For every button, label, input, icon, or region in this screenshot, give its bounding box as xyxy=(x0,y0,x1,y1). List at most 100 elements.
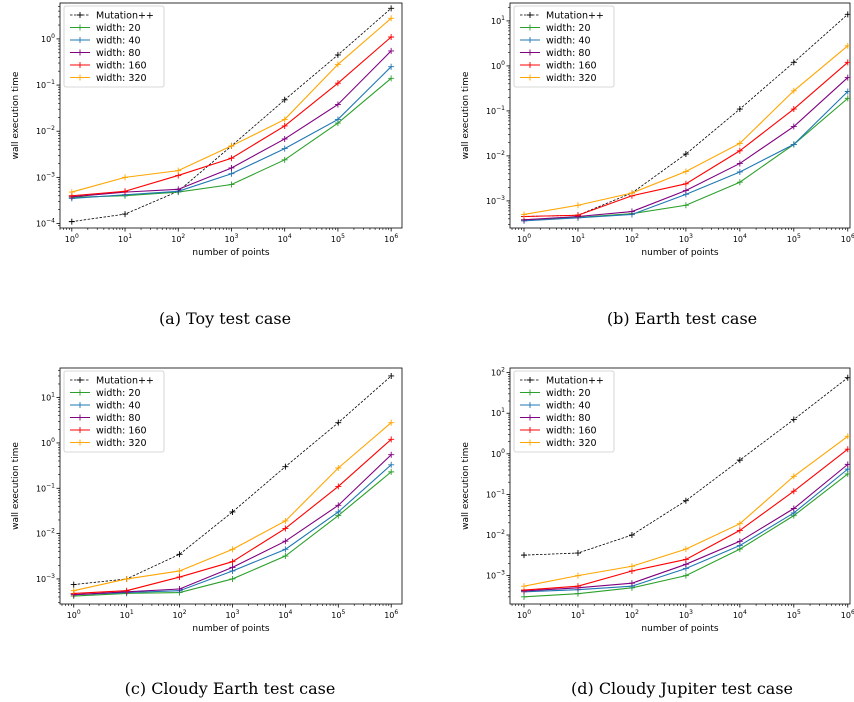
x-tick-label: 105 xyxy=(331,609,345,620)
legend-label: width: 20 xyxy=(546,388,591,399)
data-point xyxy=(334,101,341,108)
data-point xyxy=(682,556,689,563)
legend-label: Mutation++ xyxy=(546,376,604,387)
panel-caption: (d) Cloudy Jupiter test case xyxy=(571,679,793,698)
legend-item: width: 320 xyxy=(70,438,147,449)
legend-item: Mutation++ xyxy=(70,11,154,22)
x-axis-label: number of points xyxy=(641,624,718,634)
data-point xyxy=(68,218,75,225)
series-line xyxy=(523,77,849,221)
data-point xyxy=(628,580,635,587)
data-point xyxy=(521,593,528,600)
data-point xyxy=(844,42,850,49)
data-point xyxy=(335,465,342,472)
x-tick-label: 101 xyxy=(571,609,585,620)
y-tick-label: 100 xyxy=(41,437,55,448)
legend-label: width: 40 xyxy=(96,36,141,47)
x-axis-label: number of points xyxy=(192,248,269,258)
series-layer xyxy=(521,11,850,224)
data-point xyxy=(736,168,743,175)
data-point xyxy=(175,186,182,193)
data-point xyxy=(388,5,395,12)
chart-panel-1: 100 101 102 103 104 105 106 10−4 10−3 10−2 10−1 100… xyxy=(11,2,403,258)
y-tick-label: 10−2 xyxy=(486,529,505,540)
series-line xyxy=(73,464,392,596)
series-line xyxy=(71,77,392,198)
legend-marker xyxy=(527,62,533,68)
y-tick-label: 10−3 xyxy=(486,570,505,581)
legend-marker xyxy=(77,62,83,68)
data-point xyxy=(844,11,850,18)
data-point xyxy=(229,575,236,582)
x-tick-label: 101 xyxy=(571,233,585,244)
series-3 xyxy=(521,74,850,223)
legend-label: width: 320 xyxy=(546,438,597,449)
data-point xyxy=(521,552,528,559)
data-point xyxy=(388,436,395,443)
x-tick-label: 104 xyxy=(278,233,292,244)
x-tick-label: 103 xyxy=(224,233,238,244)
data-point xyxy=(790,416,797,423)
y-tick-label: 101 xyxy=(41,392,55,403)
x-tick-label: 105 xyxy=(331,233,345,244)
y-tick-label: 10−2 xyxy=(36,125,55,136)
legend-item: width: 20 xyxy=(520,388,591,399)
data-point xyxy=(736,140,743,147)
data-point xyxy=(844,374,850,381)
data-point xyxy=(282,517,289,524)
legend-item: width: 160 xyxy=(520,61,597,72)
chart-panel-4: 100 101 102 103 104 105 106 10−3 10−2 10−1 100 101 1… xyxy=(461,367,854,634)
legend-box xyxy=(63,5,165,88)
data-point xyxy=(388,75,395,82)
chart-panel-3: 100 101 102 103 104 105 106 10−3 10−2 10−1 100 101 n… xyxy=(11,367,403,634)
y-tick-label: 100 xyxy=(491,448,505,459)
data-point xyxy=(844,95,850,102)
data-point xyxy=(388,34,395,41)
data-point xyxy=(844,446,850,453)
y-axis-label: wall execution time xyxy=(461,71,471,159)
data-point xyxy=(682,546,689,553)
legend-label: width: 80 xyxy=(546,48,591,59)
legend-marker xyxy=(527,74,533,81)
data-point xyxy=(334,116,341,123)
data-point xyxy=(335,502,342,509)
series-5 xyxy=(68,15,395,196)
data-point xyxy=(628,189,635,196)
legend-item: width: 40 xyxy=(70,401,141,412)
y-tick-label: 101 xyxy=(491,15,505,26)
data-point xyxy=(574,550,581,557)
series-5 xyxy=(521,433,850,590)
data-point xyxy=(282,463,289,470)
legend-label: Mutation++ xyxy=(96,376,154,387)
legend-label: width: 80 xyxy=(96,48,141,59)
panel-caption: (a) Toy test case xyxy=(159,309,291,328)
data-point xyxy=(844,461,850,468)
x-tick-label: 100 xyxy=(517,233,531,244)
legend-marker xyxy=(77,389,83,396)
data-point xyxy=(736,106,743,113)
legend-marker xyxy=(77,402,83,408)
data-point xyxy=(682,187,689,194)
legend-item: width: 80 xyxy=(70,413,141,424)
data-point xyxy=(844,74,850,81)
data-point xyxy=(388,419,395,426)
y-tick-label: 101 xyxy=(491,407,505,418)
data-point xyxy=(736,520,743,527)
data-point xyxy=(175,167,182,174)
legend-label: width: 160 xyxy=(96,61,147,72)
series-1 xyxy=(68,75,395,201)
data-point xyxy=(228,164,235,171)
legend-item: width: 160 xyxy=(520,426,597,437)
series-5 xyxy=(521,42,850,218)
data-point xyxy=(388,461,395,468)
data-point xyxy=(682,151,689,158)
data-point xyxy=(229,558,236,565)
data-point xyxy=(790,87,797,94)
data-point xyxy=(68,189,75,196)
y-tick-label: 100 xyxy=(491,60,505,71)
data-point xyxy=(229,508,236,515)
data-point xyxy=(334,61,341,68)
